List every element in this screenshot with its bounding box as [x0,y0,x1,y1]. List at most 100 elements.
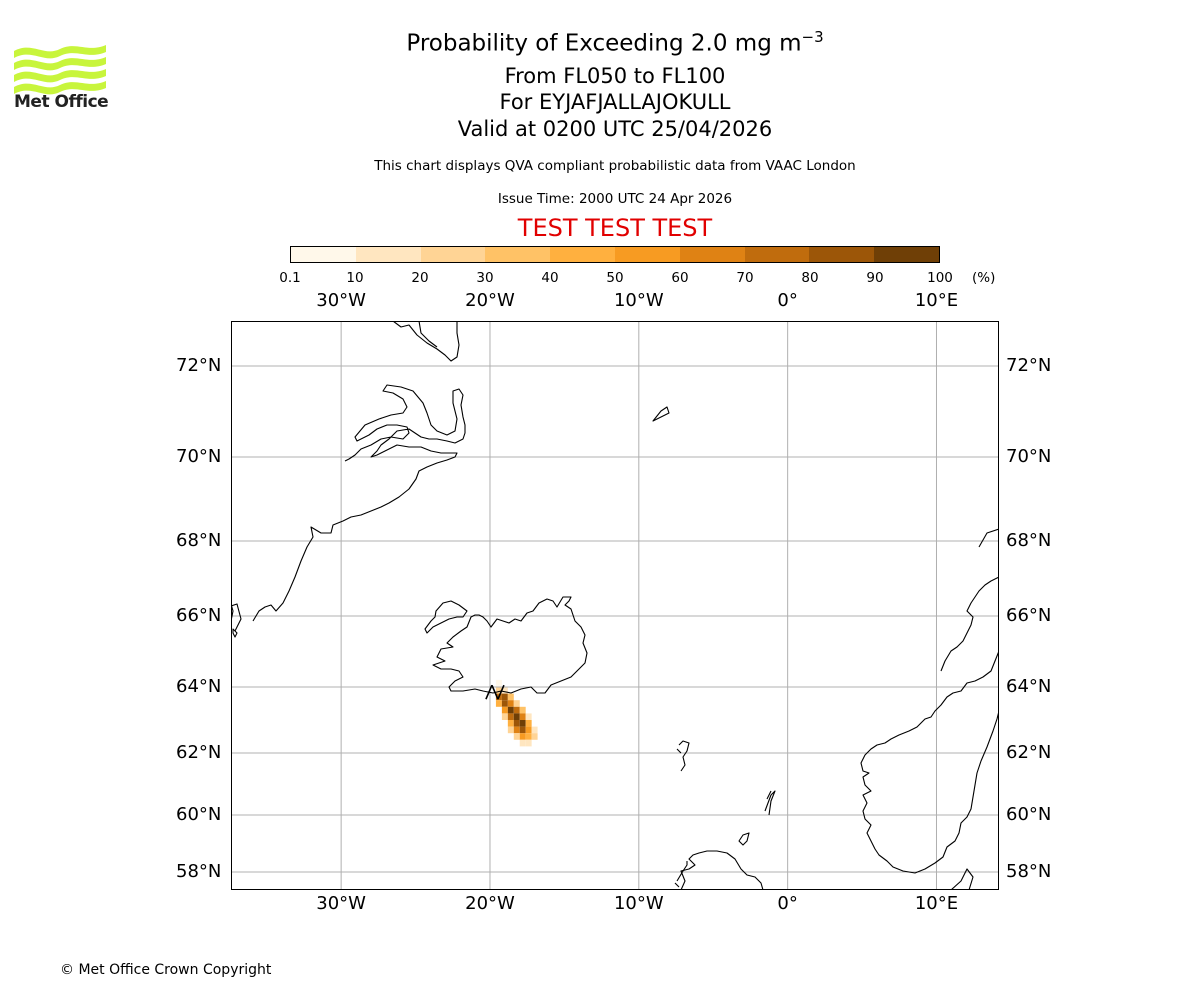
plume-cell [495,687,502,694]
colorbar-segment [485,247,551,262]
lat-label-right: 68°N [1006,530,1052,551]
plume-cell [501,687,508,694]
plume-cell [525,726,532,734]
colorbar-segment [291,247,356,262]
plume-cell [519,720,526,727]
plume-cell [495,700,502,707]
colorbar-segment [809,247,875,262]
coast-faroe [676,740,690,772]
logo-wave [14,45,106,59]
plume-cell [519,713,526,720]
colorbar-tick-label: 50 [606,270,624,286]
plume-cell [513,713,520,720]
plume-cell [507,713,514,720]
coast-denmark [950,868,974,890]
test-banner: TEST TEST TEST [517,214,713,242]
chart-title: Probability of Exceeding 2.0 mg m−3 [0,28,1200,57]
plume-cell [501,700,508,707]
volcano-name: For EYJAFJALLAJOKULL [499,90,731,114]
coast-jan-mayen [652,406,670,422]
colorbar-segment [874,247,939,262]
plume-cell [519,706,526,714]
plume-cell [525,739,532,747]
lon-label-bottom: 0° [777,893,798,914]
coast-hebrides [674,861,688,888]
plume-cell [513,726,520,734]
coast-norway [860,650,999,874]
graticule [231,321,999,890]
plume-cell [531,733,538,740]
logo-wave [14,81,106,95]
lon-label-bottom: 20°W [465,893,515,914]
colorbar-tick-label: 10 [346,270,364,286]
lon-label-top: 30°W [316,290,366,311]
colorbar-tick-label: 30 [476,270,494,286]
title-main: Probability of Exceeding 2.0 mg m [406,30,802,57]
plume-cell [507,700,514,707]
issue-time: Issue Time: 2000 UTC 24 Apr 2026 [497,191,733,207]
logo-wave [14,69,106,83]
coast-scotland [680,850,764,890]
lat-label-left: 58°N [176,861,222,882]
colorbar-unit: (%) [972,270,996,286]
plume-cell [507,726,514,734]
plume-cell [531,726,538,734]
colorbar-segment [550,247,615,262]
coastlines [231,321,999,890]
lon-label-bottom: 10°W [613,893,664,914]
plume-cell [525,733,532,740]
volcano-marker-stroke [485,684,493,700]
coast-norway-north [940,528,999,672]
lat-label-right: 58°N [1006,861,1052,882]
lat-label-right: 72°N [1006,355,1052,376]
flight-levels: From FL050 to FL100 [504,64,726,88]
lon-label-top: 10°W [613,290,664,311]
colorbar-segment [744,247,810,262]
colorbar-tick-label: 60 [671,270,689,286]
lon-label-bottom: 30°W [316,893,366,914]
plume-cell [525,720,532,727]
colorbar-tick-label: 0.1 [279,270,301,286]
colorbar-tick-label: 100 [927,270,953,286]
plume-cell [519,739,526,747]
colorbar-segment [614,247,680,262]
colorbar-tick-label: 20 [411,270,429,286]
lat-label-left: 66°N [176,605,222,626]
plume-cell [501,693,508,701]
volcano-marker-stroke [491,684,499,700]
plume-cell [507,706,514,714]
plume-cell [507,720,514,727]
met-office-logo-waves [14,45,106,95]
lat-label-left: 60°N [176,804,222,825]
colorbar-segment [420,247,486,262]
logo-wave [14,57,106,71]
volcano-marker [485,684,505,700]
colorbar-tick-label: 80 [801,270,819,286]
plume-cell [525,713,532,720]
lon-label-top: 10°E [914,290,959,311]
valid-time: Valid at 0200 UTC 25/04/2026 [457,117,773,141]
lat-label-right: 60°N [1006,804,1052,825]
plume-cell [519,733,526,740]
met-office-logo-text: Met Office [14,92,109,112]
plume-cell [513,720,520,727]
volcano-marker-stroke [497,684,505,700]
coast-greenland [231,384,466,632]
copyright: © Met Office Crown Copyright [60,962,272,978]
lon-label-top: 20°W [465,290,515,311]
lat-label-right: 62°N [1006,742,1052,763]
map [231,321,999,890]
coast-iceland-westfjords [424,600,468,634]
coast-shetland [764,790,776,816]
plume-cell [501,713,508,720]
lon-label-top: 0° [777,290,798,311]
colorbar-tick-label: 90 [866,270,884,286]
colorbar-tick-label: 70 [736,270,754,286]
colorbar [290,246,940,263]
lat-label-left: 62°N [176,742,222,763]
coast-iceland [432,596,588,694]
title-exponent: −3 [801,28,824,46]
lon-label-bottom: 10°E [914,893,959,914]
subtitle: This chart displays QVA compliant probab… [374,158,856,174]
colorbar-segment [679,247,745,262]
